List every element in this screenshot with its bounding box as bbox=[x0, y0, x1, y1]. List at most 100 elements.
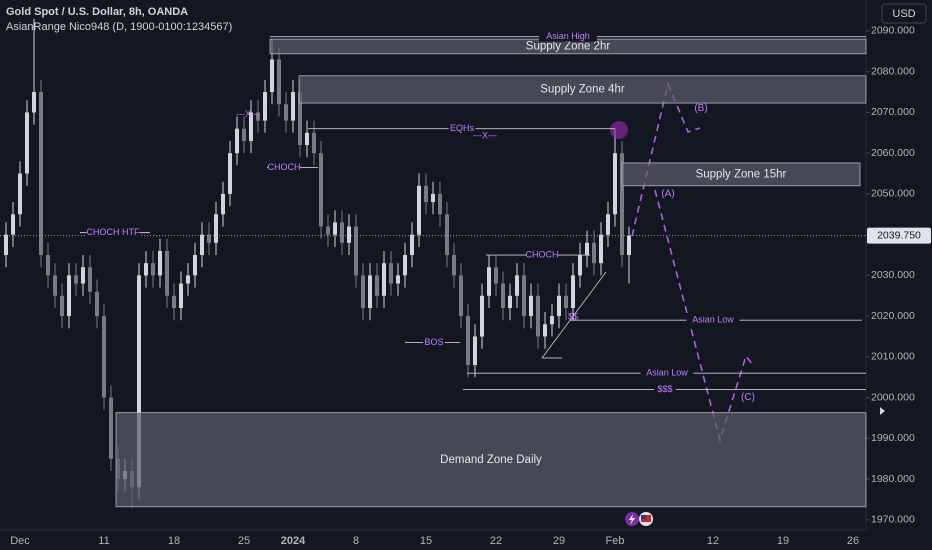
zone-label: Demand Zone Daily bbox=[440, 454, 542, 466]
y-tick-label: 1970.000 bbox=[871, 514, 915, 526]
candle-body bbox=[606, 214, 610, 235]
candle-body bbox=[480, 295, 484, 337]
candle-body bbox=[298, 92, 302, 146]
level-label-bg bbox=[686, 315, 740, 326]
level-label: ---X--- bbox=[473, 130, 497, 140]
level-label: $$ bbox=[568, 311, 578, 321]
y-tick-label: 2030.000 bbox=[871, 269, 915, 281]
currency-label[interactable]: USD bbox=[892, 8, 915, 20]
candle-body bbox=[102, 316, 106, 398]
candle-body bbox=[319, 153, 323, 227]
x-tick-label: 18 bbox=[168, 535, 180, 547]
candle-body bbox=[95, 291, 99, 317]
candle-body bbox=[564, 295, 568, 308]
candle-body bbox=[347, 226, 351, 243]
candle-body bbox=[340, 222, 344, 243]
projection-path bbox=[631, 81, 701, 237]
candle-body bbox=[60, 295, 64, 317]
x-tick-label: 2024 bbox=[281, 535, 306, 547]
candle-body bbox=[445, 214, 449, 256]
y-tick-label: 2060.000 bbox=[871, 147, 915, 159]
candle-body bbox=[354, 226, 358, 276]
candle-body bbox=[361, 275, 365, 308]
candle-body bbox=[382, 263, 386, 296]
level-label: CHOCH HTF bbox=[87, 227, 140, 237]
candle-body bbox=[557, 295, 561, 317]
trend-line bbox=[541, 271, 607, 359]
candle-body bbox=[529, 295, 533, 317]
candle-body bbox=[193, 255, 197, 276]
zone-label: Supply Zone 2hr bbox=[526, 40, 611, 52]
candle-body bbox=[620, 153, 624, 256]
candle-body bbox=[25, 112, 29, 174]
x-tick-label: 26 bbox=[847, 535, 859, 547]
chart-title: Gold Spot / U.S. Dollar, 8h, OANDA bbox=[6, 6, 188, 18]
y-tick-label: 2090.000 bbox=[871, 25, 915, 37]
candle-body bbox=[144, 263, 148, 276]
x-tick-label: Dec bbox=[10, 535, 30, 547]
level-label: Asian Low bbox=[692, 315, 734, 325]
candle-body bbox=[494, 267, 498, 284]
y-tick-label: 2020.000 bbox=[871, 310, 915, 322]
currency-box[interactable] bbox=[881, 3, 927, 24]
x-tick-label: 22 bbox=[490, 535, 502, 547]
wave-label: (B) bbox=[694, 103, 707, 114]
candle-body bbox=[452, 255, 456, 276]
candle-body bbox=[165, 250, 169, 296]
candle-body bbox=[396, 275, 400, 284]
candle-body bbox=[186, 275, 190, 284]
event-icon-glyph bbox=[629, 514, 635, 525]
flag-glyph bbox=[641, 515, 646, 519]
candle-body bbox=[473, 336, 477, 366]
candle-body bbox=[214, 214, 218, 243]
y-tick-label: 2070.000 bbox=[871, 106, 915, 118]
indicator-label: AsianRange Nico948 (D, 1900-0100:1234567… bbox=[6, 21, 232, 33]
candle-body bbox=[368, 275, 372, 308]
x-tick-label: 11 bbox=[98, 535, 109, 547]
candle-body bbox=[431, 193, 435, 203]
candle-body bbox=[228, 153, 232, 194]
y-tick-label: 1980.000 bbox=[871, 473, 915, 485]
candle-body bbox=[39, 92, 43, 256]
zone-label: Supply Zone 4hr bbox=[540, 83, 625, 95]
candle-body bbox=[459, 275, 463, 317]
candle-body bbox=[88, 267, 92, 292]
level-label: Asian High bbox=[546, 31, 590, 41]
candle-body bbox=[67, 275, 71, 317]
x-tick-label: Feb bbox=[606, 535, 625, 547]
last-price-label: 2039.750 bbox=[877, 229, 921, 241]
projection-path bbox=[654, 189, 753, 443]
candle-body bbox=[375, 275, 379, 296]
candle-body bbox=[179, 283, 183, 308]
candle-body bbox=[333, 222, 337, 235]
candle-body bbox=[438, 193, 442, 215]
level-label: $$$ bbox=[657, 384, 672, 394]
candle-body bbox=[305, 132, 309, 146]
highlight-circle bbox=[610, 121, 628, 139]
candle-body bbox=[389, 263, 393, 284]
x-tick-label: 15 bbox=[420, 535, 432, 547]
candle-body bbox=[137, 275, 141, 488]
candle-body bbox=[410, 234, 414, 256]
candle-body bbox=[291, 92, 295, 121]
y-tick-label: 2080.000 bbox=[871, 65, 915, 77]
scroll-arrow[interactable] bbox=[880, 407, 885, 415]
candle-body bbox=[151, 263, 155, 276]
level-label-bg bbox=[448, 123, 476, 134]
candle-body bbox=[501, 283, 505, 308]
candle-body bbox=[277, 59, 281, 105]
candle-body bbox=[32, 92, 36, 113]
level-label: BOS bbox=[424, 337, 443, 347]
candle-body bbox=[543, 324, 547, 337]
candle-body bbox=[515, 275, 519, 296]
y-tick-label: 2010.000 bbox=[871, 351, 915, 363]
level-label-bg bbox=[526, 250, 558, 261]
candle-body bbox=[466, 316, 470, 366]
candle-body bbox=[571, 275, 575, 308]
wave-label: (A) bbox=[661, 189, 674, 200]
level-label: CHOCH bbox=[526, 249, 559, 259]
candle-body bbox=[11, 214, 15, 235]
candle-body bbox=[200, 234, 204, 256]
candle-body bbox=[592, 242, 596, 264]
